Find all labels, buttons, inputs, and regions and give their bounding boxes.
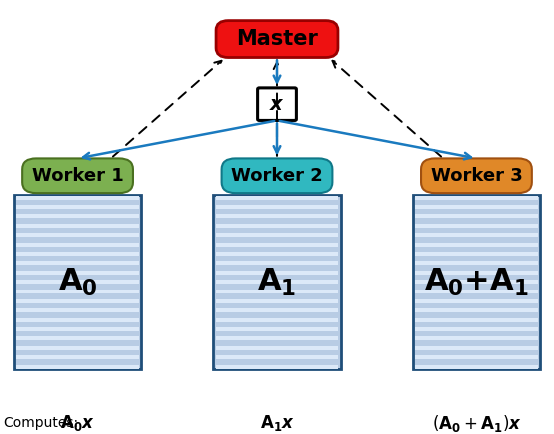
Bar	[216, 336, 338, 340]
Bar	[16, 233, 139, 237]
Bar	[16, 271, 139, 275]
Text: $\mathbf{A_1}\boldsymbol{x}$: $\mathbf{A_1}\boldsymbol{x}$	[260, 413, 294, 433]
Bar	[16, 243, 139, 247]
Bar	[213, 195, 341, 369]
Bar	[16, 327, 139, 331]
Bar	[16, 346, 139, 350]
Bar	[16, 318, 139, 322]
Bar	[216, 299, 338, 303]
Text: $(\mathbf{A_0} + \mathbf{A_1})\boldsymbol{x}$: $(\mathbf{A_0} + \mathbf{A_1})\boldsymbo…	[432, 413, 521, 434]
Text: $\mathbf{A_1}$: $\mathbf{A_1}$	[258, 266, 296, 298]
Bar	[16, 205, 139, 209]
Text: Master: Master	[236, 29, 318, 49]
Text: Worker 3: Worker 3	[430, 167, 522, 185]
FancyBboxPatch shape	[222, 158, 332, 193]
Text: $\mathbf{A_0}$: $\mathbf{A_0}$	[58, 266, 98, 298]
Bar	[415, 224, 538, 228]
Bar	[415, 261, 538, 265]
Bar	[216, 308, 338, 312]
Bar	[216, 280, 338, 284]
FancyBboxPatch shape	[22, 158, 133, 193]
Bar	[415, 214, 538, 218]
Bar	[16, 336, 139, 340]
Bar	[16, 365, 139, 368]
FancyBboxPatch shape	[216, 20, 338, 57]
Bar	[216, 365, 338, 368]
Bar	[216, 261, 338, 265]
Bar	[14, 195, 141, 369]
Bar	[16, 308, 139, 312]
Bar	[16, 214, 139, 218]
Bar	[415, 205, 538, 209]
Bar	[216, 205, 338, 209]
Bar	[216, 346, 338, 350]
Text: Worker 2: Worker 2	[231, 167, 323, 185]
Bar	[216, 224, 338, 228]
Bar	[415, 327, 538, 331]
Bar	[415, 280, 538, 284]
Bar	[415, 299, 538, 303]
Bar	[216, 355, 338, 359]
FancyBboxPatch shape	[421, 158, 532, 193]
Bar	[16, 196, 139, 200]
Bar	[415, 252, 538, 256]
Bar	[216, 196, 338, 200]
Bar	[415, 346, 538, 350]
Bar	[415, 196, 538, 200]
FancyBboxPatch shape	[258, 88, 296, 120]
Bar	[216, 271, 338, 275]
Bar	[216, 252, 338, 256]
Bar	[413, 195, 540, 369]
Text: Worker 1: Worker 1	[32, 167, 124, 185]
Bar	[415, 365, 538, 368]
Bar	[16, 299, 139, 303]
Bar	[16, 355, 139, 359]
Text: $\mathbf{A_0{+}A_1}$: $\mathbf{A_0{+}A_1}$	[424, 266, 529, 298]
Text: $\boldsymbol{x}$: $\boldsymbol{x}$	[269, 95, 285, 114]
Bar	[16, 224, 139, 228]
Bar	[415, 243, 538, 247]
Bar	[415, 233, 538, 237]
Bar	[16, 280, 139, 284]
Bar	[16, 252, 139, 256]
Bar	[216, 214, 338, 218]
Bar	[216, 327, 338, 331]
Bar	[16, 261, 139, 265]
Bar	[415, 336, 538, 340]
Bar	[216, 289, 338, 293]
Bar	[415, 318, 538, 322]
Bar	[216, 233, 338, 237]
Bar	[216, 243, 338, 247]
Text: $\mathbf{A_0}\boldsymbol{x}$: $\mathbf{A_0}\boldsymbol{x}$	[60, 413, 95, 433]
Bar	[415, 271, 538, 275]
Bar	[415, 308, 538, 312]
Bar	[16, 289, 139, 293]
Bar	[216, 318, 338, 322]
Bar	[415, 355, 538, 359]
Text: Computes:: Computes:	[3, 416, 78, 430]
Bar	[415, 289, 538, 293]
